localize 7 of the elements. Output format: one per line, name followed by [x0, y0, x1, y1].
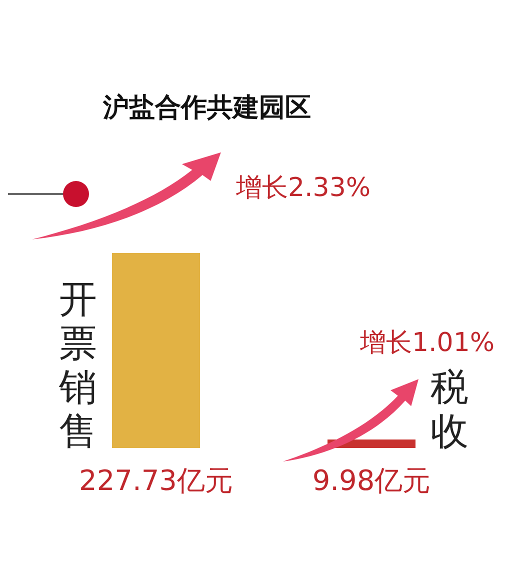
chart-title: 沪盐合作共建园区: [103, 92, 311, 125]
annotation: 增长1.01%: [360, 327, 495, 360]
x-tick-label: 开票销售: [58, 277, 97, 453]
data-label: 9.98亿元: [312, 464, 431, 497]
data-label: 227.73亿元: [79, 464, 233, 497]
x-tick-label: 税收: [430, 365, 468, 453]
text: 增长2.33%: [236, 172, 371, 205]
